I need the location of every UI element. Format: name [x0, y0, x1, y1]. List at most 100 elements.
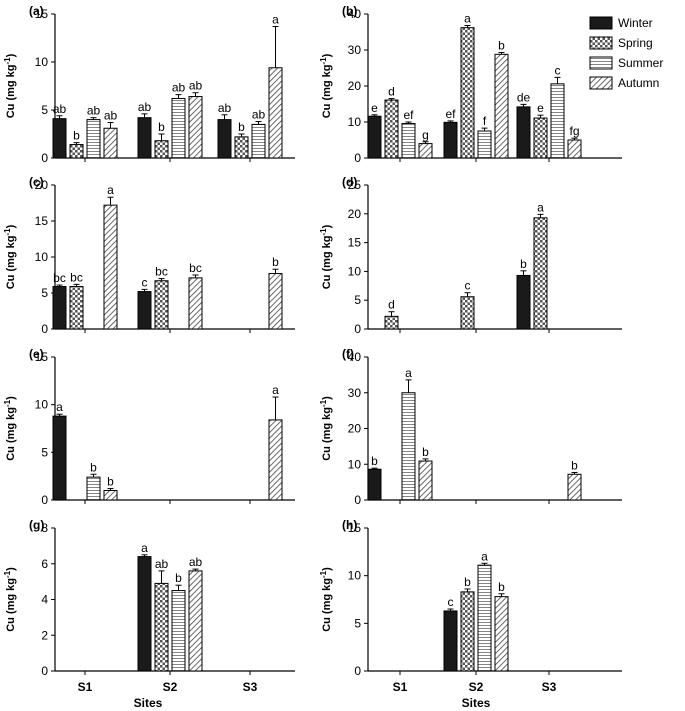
panel-e-y-axis-title: Cu (mg kg-1): [3, 396, 17, 461]
panel-a-label: (a): [29, 4, 44, 18]
panel-a-y-axis-title: Cu (mg kg-1): [3, 53, 17, 118]
panel-f-significance-letter: b: [371, 454, 378, 468]
panel-f-y-axis-title: Cu (mg kg-1): [319, 396, 333, 461]
panel-b: (b) 0 10 20 30 40 Cu (mg kg-1) e ef de d a e ef f c g b fg: [319, 4, 622, 165]
panel-c-y-tick-label: 5: [41, 286, 48, 300]
panel-e-bar-autumn-S1: [103, 489, 118, 501]
legend-label-winter: Winter: [618, 16, 653, 30]
panel-e-bar-summer-S1: [86, 476, 101, 501]
legend-swatch-summer: [589, 56, 613, 70]
panel-g-y-tick-label: 2: [41, 628, 48, 642]
panel-g-bar-spring-S2: [154, 582, 169, 672]
panel-c-label: (c): [29, 175, 44, 189]
panel-d-y-tick-label: 20: [348, 207, 362, 221]
x-tick-label-S2: S2: [163, 680, 178, 694]
panel-h-y-tick-label: 5: [354, 616, 361, 630]
panel-a-significance-letter: ab: [218, 101, 232, 115]
panel-g-label: (g): [29, 518, 44, 532]
panel-b-bar-summer-S2: [477, 130, 492, 159]
panel-g-y-tick-label: 8: [41, 521, 48, 535]
panel-d-y-tick-label: 25: [348, 178, 362, 192]
panel-h-bar-spring-S2: [460, 591, 475, 672]
panel-g-y-tick-label: 4: [41, 593, 48, 607]
panel-c-significance-letter: bc: [155, 265, 168, 279]
panel-d-significance-letter: c: [465, 279, 471, 293]
panel-e: (e) 0 5 10 15 Cu (mg kg-1) a bb a: [3, 347, 295, 507]
panel-h-significance-letter: c: [448, 595, 454, 609]
panel-f-y-tick-label: 30: [348, 386, 362, 400]
panel-b-bar-winter-S3: [516, 106, 531, 159]
legend: Winter Spring Summer Autumn: [589, 16, 663, 90]
panel-b-bar-spring-S2: [460, 27, 475, 159]
x-tick-label-S2: S2: [469, 680, 484, 694]
panel-b-bar-winter-S1: [367, 115, 382, 159]
panel-c-y-tick-label: 15: [35, 214, 49, 228]
x-tick-label-S3: S3: [243, 680, 258, 694]
panel-g-significance-letter: a: [141, 541, 148, 555]
panel-b-label: (b): [342, 4, 357, 18]
legend-swatch-spring: [589, 36, 613, 50]
panel-a-significance-letter: ab: [252, 108, 266, 122]
panel-d-significance-letter: b: [520, 257, 527, 271]
panel-a-bar-autumn-S1: [103, 127, 118, 159]
panel-h-significance-letter: b: [464, 575, 471, 589]
panel-b-significance-letter: e: [537, 101, 544, 115]
panel-e-y-tick-label: 15: [35, 350, 49, 364]
panel-a-bar-summer-S1: [86, 119, 101, 159]
legend-swatch-winter: [589, 16, 613, 30]
panel-h-y-tick-label: 0: [354, 664, 361, 678]
panel-g-bar-winter-S2: [137, 556, 152, 672]
panel-f-significance-letter: b: [571, 458, 578, 472]
panel-a-significance-letter: a: [272, 12, 279, 26]
panel-c-y-tick-label: 10: [35, 250, 49, 264]
panel-a-bar-summer-S2: [171, 97, 186, 159]
legend-label-spring: Spring: [618, 36, 653, 50]
panel-c-significance-letter: a: [107, 183, 114, 197]
panel-b-y-tick-label: 0: [354, 151, 361, 165]
panel-a-bar-winter-S2: [137, 117, 152, 159]
panel-d-y-tick-label: 0: [354, 322, 361, 336]
panel-a-significance-letter: ab: [138, 100, 152, 114]
panel-b-bar-autumn-S2: [494, 53, 509, 159]
panel-c-significance-letter: bc: [189, 261, 202, 275]
panel-a-bar-autumn-S3: [268, 67, 283, 159]
panel-c-y-tick-label: 0: [41, 322, 48, 336]
panel-a-bar-summer-S3: [251, 123, 266, 159]
panel-d-bar-spring-S3: [533, 217, 548, 330]
panel-g-y-axis-title: Cu (mg kg-1): [3, 567, 17, 632]
panel-b-y-tick-label: 40: [348, 7, 362, 21]
panel-a-significance-letter: b: [73, 129, 80, 143]
legend-swatch-autumn: [589, 76, 613, 90]
panel-f-significance-letter: b: [422, 445, 429, 459]
panel-h-y-tick-label: 10: [348, 569, 362, 583]
panel-b-bar-autumn-S3: [567, 139, 582, 159]
x-axis-title-left: Sites: [134, 696, 163, 710]
panel-h-significance-letter: b: [498, 580, 505, 594]
legend-label-autumn: Autumn: [618, 76, 659, 90]
x-tick-label-S1: S1: [393, 680, 408, 694]
panel-b-bar-spring-S3: [533, 117, 548, 159]
panel-b-bar-winter-S2: [443, 121, 458, 159]
panel-a-y-tick-label: 5: [41, 103, 48, 117]
panel-e-y-tick-label: 0: [41, 493, 48, 507]
panel-d-label: (d): [342, 175, 357, 189]
panel-a-significance-letter: ab: [87, 104, 101, 118]
panel-a-y-tick-label: 15: [35, 7, 49, 21]
panel-f-y-tick-label: 0: [354, 493, 361, 507]
panel-d-y-tick-label: 5: [354, 293, 361, 307]
panel-g-y-tick-label: 0: [41, 664, 48, 678]
panel-g-y-tick-label: 6: [41, 557, 48, 571]
panel-h-y-tick-label: 15: [348, 521, 362, 535]
panel-c-bar-winter-S2: [137, 291, 152, 330]
panel-c-bar-spring-S2: [154, 280, 169, 330]
panel-h-label: (h): [342, 518, 357, 532]
panel-g-significance-letter: ab: [189, 555, 203, 569]
panel-d-significance-letter: d: [388, 298, 395, 312]
panel-f-y-tick-label: 40: [348, 350, 362, 364]
panel-a-significance-letter: b: [158, 120, 165, 134]
x-axis-title-right: Sites: [462, 696, 491, 710]
panel-f: (f) 0 10 20 30 40 Cu (mg kg-1) b a b b: [319, 347, 622, 507]
